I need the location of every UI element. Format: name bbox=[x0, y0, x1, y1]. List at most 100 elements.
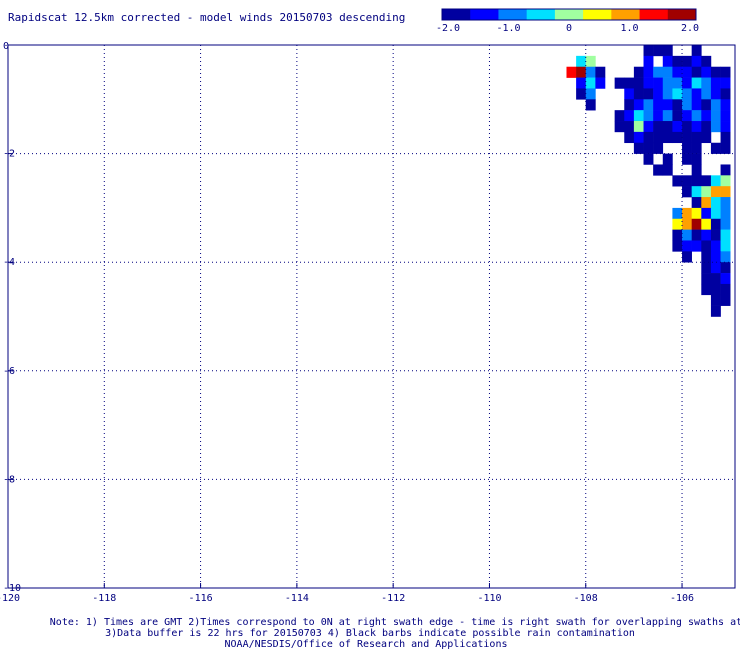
wind-cell bbox=[691, 77, 702, 89]
wind-cell bbox=[701, 197, 712, 209]
wind-cell bbox=[624, 110, 635, 122]
wind-cell bbox=[691, 131, 702, 144]
wind-cell bbox=[701, 273, 712, 285]
wind-cell bbox=[720, 121, 731, 133]
wind-cell bbox=[672, 66, 683, 78]
x-tick-label: -118 bbox=[92, 593, 116, 604]
axis-ticks bbox=[7, 44, 683, 589]
colorbar-tick-label: 0 bbox=[566, 23, 572, 34]
wind-cell bbox=[691, 121, 702, 133]
wind-cell bbox=[701, 262, 712, 274]
wind-cell bbox=[701, 99, 712, 111]
wind-cell bbox=[710, 66, 721, 78]
wind-cell bbox=[662, 66, 673, 78]
wind-cell bbox=[585, 77, 596, 89]
y-tick-label: -4 bbox=[3, 257, 15, 268]
wind-cell bbox=[633, 99, 644, 111]
wind-cell bbox=[653, 66, 664, 78]
wind-cell bbox=[720, 251, 731, 263]
wind-cell bbox=[614, 77, 625, 89]
wind-cell bbox=[691, 45, 702, 57]
wind-cell bbox=[720, 283, 731, 296]
x-tick-label: -108 bbox=[574, 593, 598, 604]
colorbar-swatch bbox=[442, 9, 471, 20]
wind-cell bbox=[653, 121, 664, 133]
wind-cell bbox=[576, 66, 587, 78]
wind-cell bbox=[701, 88, 712, 100]
wind-cell bbox=[672, 121, 683, 133]
x-tick-label: -116 bbox=[189, 593, 213, 604]
wind-cell bbox=[682, 240, 692, 252]
wind-cell bbox=[672, 99, 683, 111]
wind-cell bbox=[710, 186, 721, 198]
wind-cell bbox=[653, 88, 664, 100]
wind-cell bbox=[633, 142, 644, 154]
wind-cell bbox=[662, 55, 673, 68]
colorbar-frame bbox=[441, 8, 697, 21]
wind-cell bbox=[585, 88, 596, 100]
wind-cell bbox=[662, 110, 673, 122]
wind-cell bbox=[720, 294, 731, 306]
wind-cell bbox=[643, 153, 654, 165]
wind-cell bbox=[691, 240, 702, 252]
wind-cell bbox=[710, 283, 721, 296]
wind-cell bbox=[710, 251, 721, 263]
wind-cell bbox=[720, 66, 731, 78]
wind-cell bbox=[643, 88, 654, 100]
wind-cell bbox=[682, 186, 692, 198]
wind-cell bbox=[691, 229, 702, 241]
wind-cell bbox=[682, 88, 692, 100]
wind-cell bbox=[701, 55, 712, 68]
wind-cell bbox=[691, 99, 702, 111]
wind-cell bbox=[653, 131, 664, 144]
wind-cell bbox=[682, 55, 692, 68]
wind-cell bbox=[595, 66, 606, 78]
wind-cell bbox=[710, 240, 721, 252]
x-tick-label: -110 bbox=[477, 593, 501, 604]
wind-cell bbox=[585, 99, 596, 111]
wind-cell bbox=[720, 218, 731, 230]
wind-cell bbox=[672, 240, 683, 252]
wind-cell bbox=[701, 207, 712, 220]
grid-lines bbox=[8, 45, 735, 588]
wind-cell bbox=[710, 175, 721, 187]
wind-cell bbox=[672, 218, 683, 230]
wind-cell bbox=[576, 77, 587, 89]
note-line-3: NOAA/NESDIS/Office of Research and Appli… bbox=[225, 639, 508, 650]
wind-cell bbox=[701, 283, 712, 296]
wind-cell bbox=[643, 142, 654, 154]
note-line-2: 3)Data buffer is 22 hrs for 20150703 4) … bbox=[105, 628, 635, 639]
wind-cell bbox=[691, 110, 702, 122]
wind-cell bbox=[682, 110, 692, 122]
wind-cell bbox=[643, 77, 654, 89]
wind-cells bbox=[566, 45, 731, 317]
wind-cell bbox=[566, 66, 577, 78]
wind-cell bbox=[624, 77, 635, 89]
wind-cell bbox=[682, 251, 692, 263]
wind-cell bbox=[643, 110, 654, 122]
wind-cell bbox=[701, 186, 712, 198]
wind-cell bbox=[710, 110, 721, 122]
colorbar-swatch bbox=[554, 9, 584, 20]
wind-cell bbox=[672, 229, 683, 241]
colorbar-tick-label: -1.0 bbox=[496, 23, 520, 34]
wind-cell bbox=[720, 88, 731, 100]
colorbar-tick-label: 2.0 bbox=[681, 23, 699, 34]
wind-cell bbox=[682, 99, 692, 111]
plot-frame bbox=[7, 44, 736, 589]
wind-cell bbox=[595, 77, 606, 89]
wind-cell bbox=[691, 175, 702, 187]
wind-cell bbox=[682, 207, 692, 220]
wind-cell bbox=[720, 175, 731, 187]
x-tick-label: -112 bbox=[381, 593, 405, 604]
wind-cell bbox=[643, 66, 654, 78]
wind-cell bbox=[710, 121, 721, 133]
wind-cell bbox=[672, 131, 683, 144]
wind-cell bbox=[653, 110, 664, 122]
map-title: Rapidscat 12.5km corrected - model winds… bbox=[8, 11, 405, 24]
wind-cell bbox=[624, 121, 635, 133]
wind-cell bbox=[691, 153, 702, 165]
wind-cell bbox=[710, 197, 721, 209]
wind-cell bbox=[643, 45, 654, 57]
